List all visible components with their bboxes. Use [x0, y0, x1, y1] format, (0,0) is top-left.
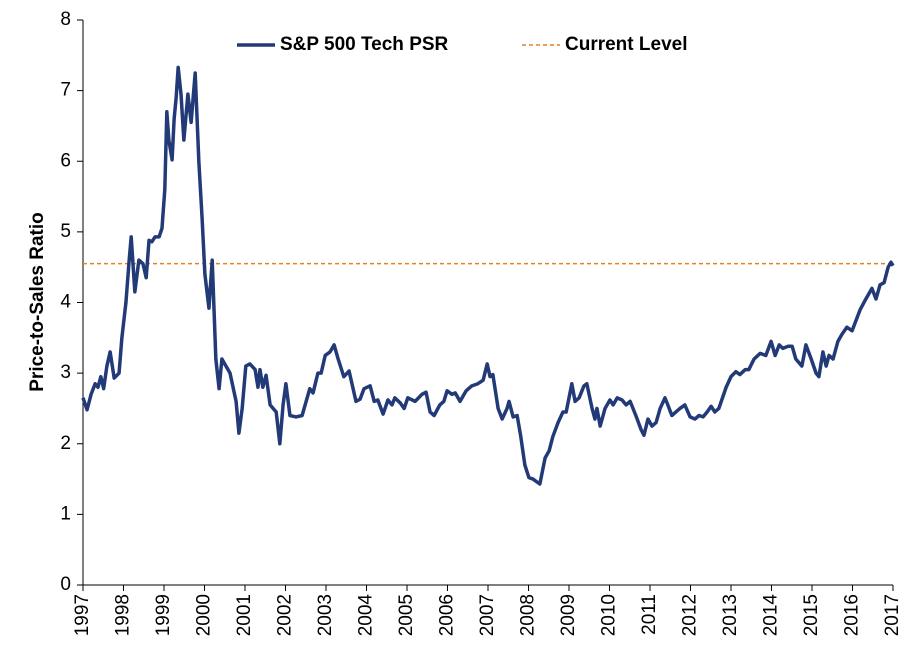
x-tick-label: 2005	[396, 594, 417, 636]
y-tick-label: 8	[60, 9, 71, 30]
x-tick-label: 2004	[356, 594, 377, 637]
x-tick-label: 2014	[761, 594, 782, 637]
series-line	[81, 65, 895, 486]
x-tick-label: 1998	[113, 594, 134, 636]
x-tick-label: 2006	[437, 594, 458, 636]
x-tick-label: 2000	[194, 594, 215, 636]
legend-label: S&P 500 Tech PSR	[280, 34, 449, 55]
y-tick-label: 3	[60, 362, 71, 383]
x-tick-label: 2007	[477, 594, 498, 636]
x-tick-label: 1999	[153, 594, 174, 636]
x-tick-label: 2013	[720, 594, 741, 636]
x-tick-label: 2016	[842, 594, 863, 636]
y-tick-label: 6	[60, 150, 71, 171]
x-tick-label: 2012	[680, 594, 701, 636]
x-tick-label: 2008	[518, 594, 539, 636]
legend-label: Current Level	[565, 34, 687, 55]
x-tick-label: 2017	[882, 594, 903, 636]
y-tick-label: 0	[60, 574, 71, 595]
x-tick-label: 2010	[599, 594, 620, 636]
y-tick-label: 5	[60, 221, 71, 242]
y-tick-label: 1	[60, 503, 71, 524]
x-tick-label: 2001	[234, 594, 255, 636]
y-tick-label: 4	[60, 292, 71, 313]
x-tick-label: 2003	[315, 594, 336, 636]
x-tick-label: 2002	[275, 594, 296, 636]
x-tick-label: 2015	[801, 594, 822, 636]
y-tick-label: 2	[60, 433, 71, 454]
y-tick-label: 7	[60, 80, 71, 101]
x-tick-label: 2011	[639, 594, 660, 635]
y-axis-title: Price-to-Sales Ratio	[27, 212, 48, 392]
x-tick-label: 1997	[72, 594, 93, 636]
x-tick-label: 2009	[558, 594, 579, 636]
